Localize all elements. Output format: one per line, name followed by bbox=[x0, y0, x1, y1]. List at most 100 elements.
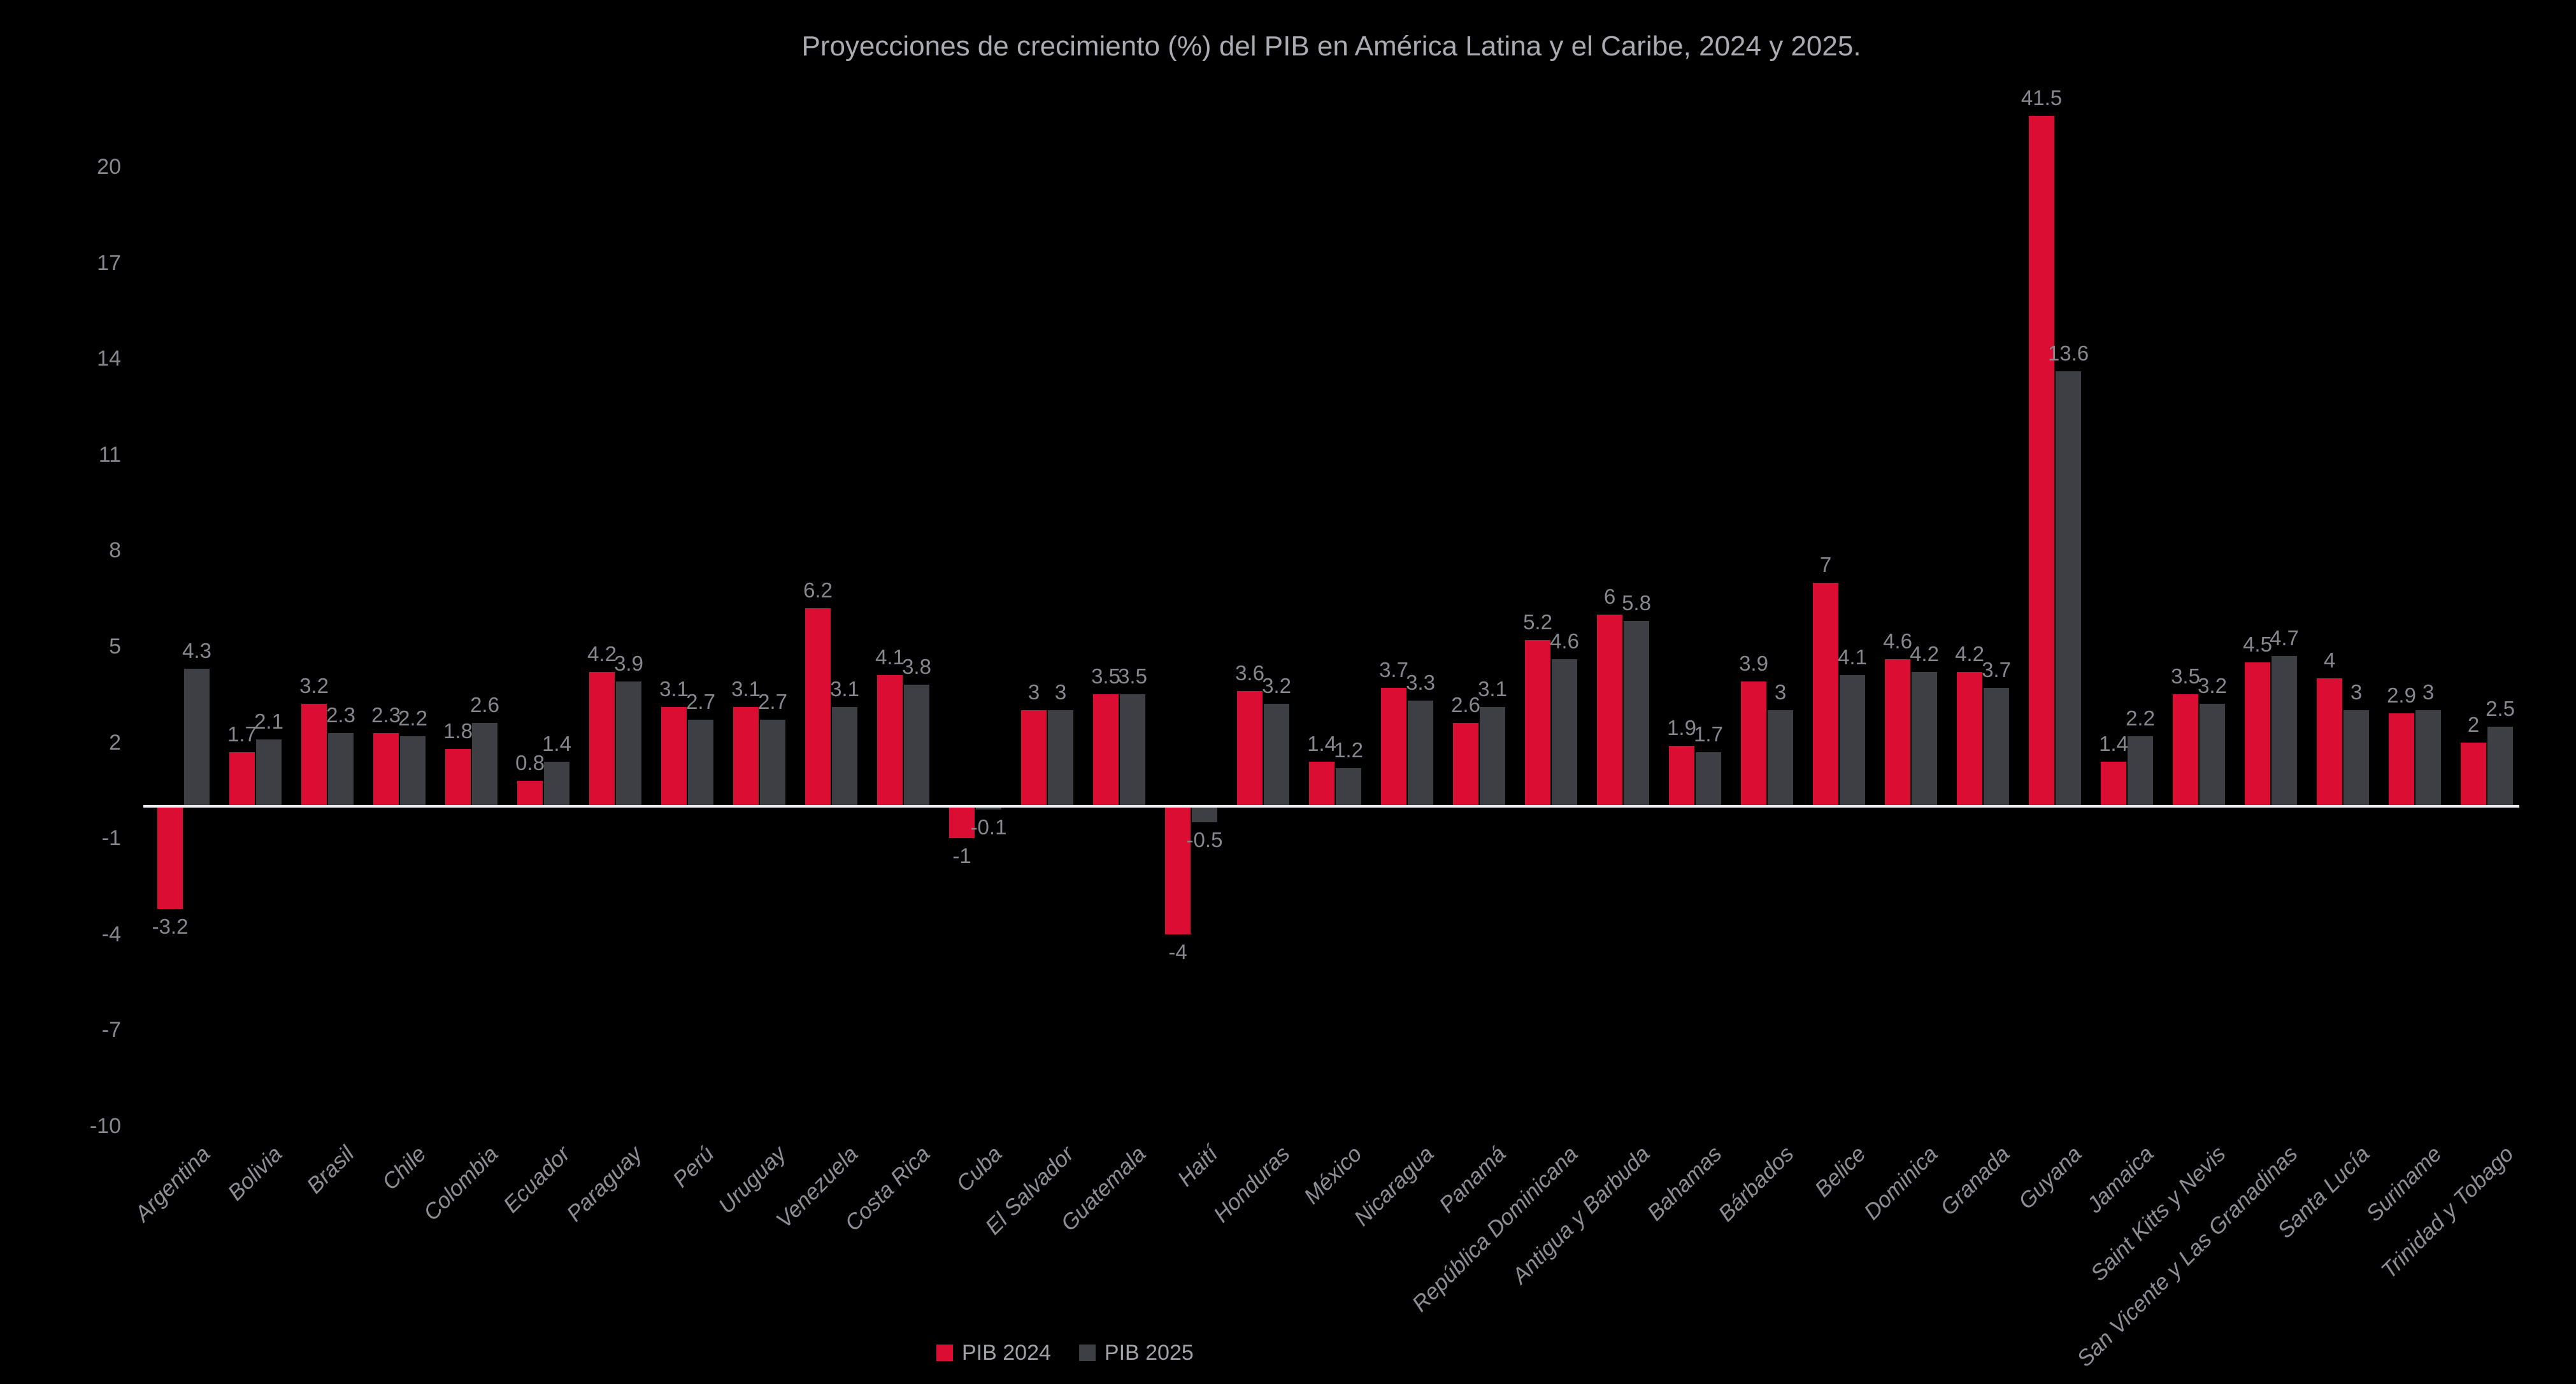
bar-pib-2025 bbox=[2128, 736, 2153, 806]
bar-pib-2025 bbox=[1264, 704, 1289, 806]
bar-value-label: 3 bbox=[2350, 680, 2363, 704]
bar-pib-2025 bbox=[616, 681, 641, 806]
y-tick-label: 17 bbox=[97, 250, 121, 275]
bar-value-label: 4.3 bbox=[182, 639, 211, 663]
y-tick-label: 11 bbox=[98, 442, 121, 467]
bar-pib-2025 bbox=[2272, 656, 2297, 806]
bar-value-label: 3.1 bbox=[731, 677, 761, 701]
bar-value-label: 3.9 bbox=[614, 652, 643, 676]
bar-pib-2025 bbox=[832, 707, 857, 806]
bar-value-label: 3.8 bbox=[902, 655, 931, 679]
bar-value-label: 3.5 bbox=[1118, 664, 1147, 688]
y-tick-label: 20 bbox=[97, 155, 121, 179]
legend-swatch-pib-2024 bbox=[936, 1345, 953, 1361]
bar-pib-2024 bbox=[1885, 659, 1910, 806]
bar-pib-2025 bbox=[1480, 707, 1505, 806]
bar-pib-2025 bbox=[904, 685, 929, 806]
bar-value-label: 2.3 bbox=[326, 703, 355, 727]
legend-item-pib-2024: PIB 2024 bbox=[936, 1340, 1051, 1366]
x-axis-line bbox=[143, 805, 2519, 808]
bar-pib-2025 bbox=[1624, 620, 1649, 806]
y-tick-label: -4 bbox=[101, 922, 121, 946]
bar-value-label: 2.6 bbox=[470, 693, 499, 717]
bar-value-label: -1 bbox=[952, 844, 971, 868]
bar-value-label: -0.1 bbox=[970, 815, 1007, 839]
bar-value-label: 2.5 bbox=[2486, 696, 2515, 720]
bar-pib-2025 bbox=[2056, 371, 2081, 806]
bar-value-label: 1.4 bbox=[2099, 731, 2128, 755]
bar-value-label: 3.5 bbox=[1091, 664, 1120, 688]
bar-pib-2025 bbox=[400, 736, 426, 806]
bar-value-label: 1.4 bbox=[1307, 731, 1336, 755]
bar-value-label: 3.3 bbox=[1406, 671, 1435, 695]
bar-value-label: 4.1 bbox=[875, 645, 905, 669]
bar-pib-2024 bbox=[2245, 662, 2270, 806]
bar-value-label: 1.4 bbox=[542, 731, 571, 755]
bar-value-label: 4.6 bbox=[1883, 629, 1912, 653]
bar-pib-2025 bbox=[1552, 659, 1577, 806]
bar-value-label: 2.1 bbox=[254, 709, 283, 733]
bar-pib-2025 bbox=[1696, 752, 1721, 806]
bar-value-label: 0.8 bbox=[515, 750, 545, 774]
bar-value-label: 3.2 bbox=[2198, 674, 2227, 698]
bar-value-label: 4.2 bbox=[1955, 642, 1984, 666]
bar-value-label: 5.2 bbox=[1523, 610, 1552, 634]
bar-pib-2024 bbox=[301, 704, 327, 806]
bar-value-label: 4.2 bbox=[587, 642, 617, 666]
bar-pib-2024 bbox=[2029, 115, 2054, 806]
bar-pib-2024 bbox=[1597, 614, 1622, 806]
bar-pib-2025 bbox=[1840, 675, 1865, 806]
bar-pib-2024 bbox=[1813, 582, 1838, 806]
y-tick-label: 8 bbox=[109, 538, 121, 563]
bar-pib-2024 bbox=[2317, 678, 2342, 806]
bar-pib-2024 bbox=[2389, 713, 2414, 806]
bar-value-label: 13.6 bbox=[2047, 341, 2089, 366]
bar-value-label: 6.2 bbox=[803, 578, 833, 602]
bar-pib-2025 bbox=[2343, 710, 2369, 806]
bar-value-label: 4.5 bbox=[2243, 632, 2272, 657]
bar-pib-2025 bbox=[256, 739, 282, 806]
bar-value-label: 4.6 bbox=[1550, 629, 1579, 653]
y-tick-label: 14 bbox=[97, 346, 121, 371]
bar-value-label: 4.1 bbox=[1838, 645, 1867, 669]
bar-pib-2025 bbox=[1120, 694, 1145, 806]
bar-pib-2024 bbox=[2101, 761, 2126, 806]
bar-value-label: 3.1 bbox=[659, 677, 689, 701]
bar-pib-2025 bbox=[184, 669, 210, 806]
bar-pib-2025 bbox=[1912, 672, 1937, 806]
y-tick-label: 5 bbox=[109, 634, 121, 659]
bar-value-label: 3.2 bbox=[1262, 674, 1291, 698]
bar-value-label: 1.8 bbox=[443, 718, 473, 743]
bar-pib-2025 bbox=[1768, 710, 1793, 806]
bar-value-label: 2.7 bbox=[686, 690, 715, 714]
bar-pib-2024 bbox=[2461, 742, 2486, 806]
bar-pib-2025 bbox=[1192, 806, 1217, 823]
bar-value-label: 6 bbox=[1603, 584, 1616, 608]
bar-pib-2025 bbox=[688, 720, 713, 806]
bar-pib-2024 bbox=[157, 806, 183, 909]
bar-value-label: 3.1 bbox=[830, 677, 859, 701]
bar-value-label: 2 bbox=[2467, 712, 2480, 736]
y-tick-label: -10 bbox=[89, 1114, 121, 1138]
bar-value-label: 3.1 bbox=[1478, 677, 1507, 701]
y-tick-label: -1 bbox=[101, 826, 121, 851]
bar-value-label: 2.9 bbox=[2387, 683, 2416, 708]
bar-pib-2025 bbox=[1984, 688, 2009, 806]
bar-value-label: 7 bbox=[1819, 552, 1832, 576]
bar-pib-2024 bbox=[1237, 691, 1263, 806]
bar-pib-2024 bbox=[1741, 681, 1766, 806]
bar-pib-2024 bbox=[2173, 694, 2198, 806]
bar-value-label: 2.2 bbox=[2126, 706, 2155, 730]
bar-pib-2024 bbox=[1165, 806, 1191, 934]
bar-pib-2024 bbox=[733, 707, 759, 806]
bar-pib-2024 bbox=[1669, 745, 1694, 806]
legend-item-pib-2025: PIB 2025 bbox=[1078, 1340, 1194, 1366]
bar-pib-2024 bbox=[589, 672, 615, 806]
chart-title: Proyecciones de crecimiento (%) del PIB … bbox=[801, 31, 1861, 62]
bar-pib-2024 bbox=[373, 732, 399, 806]
bar-value-label: 3.7 bbox=[1379, 658, 1408, 682]
bar-value-label: -0.5 bbox=[1186, 828, 1223, 852]
y-tick-label: 2 bbox=[109, 730, 121, 755]
bar-pib-2024 bbox=[517, 780, 543, 806]
bar-pib-2025 bbox=[2200, 704, 2225, 806]
